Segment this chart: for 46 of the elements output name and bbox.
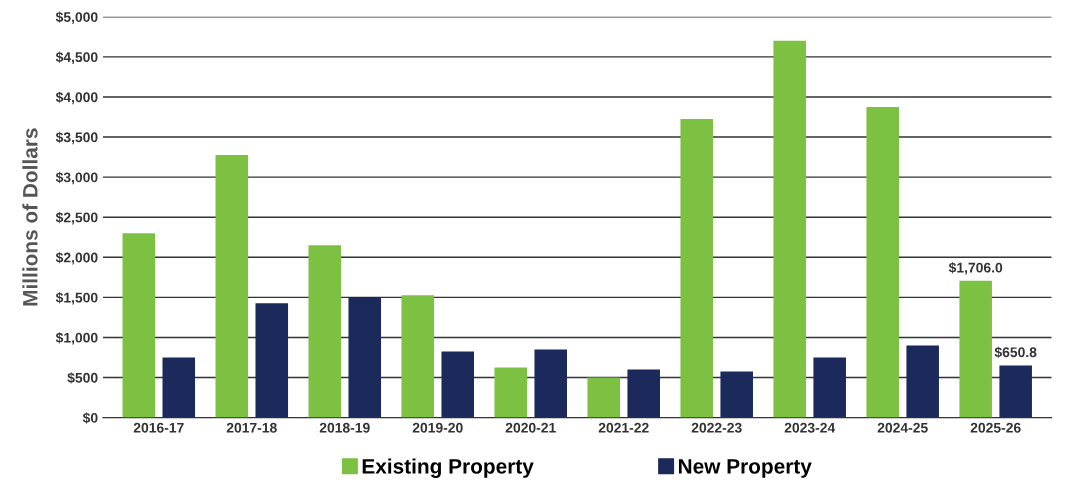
y-tick-label: $1,000	[55, 332, 98, 345]
bar	[813, 357, 846, 418]
y-tick-label: $1,500	[55, 292, 98, 305]
y-tick-label: $3,500	[55, 131, 98, 145]
legend-label: Existing Property	[362, 458, 534, 478]
y-tick-label: $4,500	[55, 51, 98, 65]
bar	[587, 377, 621, 418]
bar	[999, 365, 1032, 418]
x-tick-label: 2019-20	[412, 422, 463, 433]
y-tick-label: $0	[82, 412, 98, 424]
bar	[534, 349, 567, 418]
y-tick-label: $500	[67, 372, 98, 384]
x-tick-label: 2017-18	[226, 422, 277, 433]
legend-label: New Property	[678, 459, 812, 478]
y-tick-label: $2,000	[55, 252, 98, 265]
x-tick-label: 2018-19	[319, 422, 370, 433]
bar	[906, 345, 939, 418]
y-tick-label: $3,000	[55, 171, 98, 185]
y-tick-label: $4,000	[55, 91, 98, 105]
bar	[122, 233, 156, 418]
bar	[959, 280, 992, 418]
bar	[680, 119, 713, 418]
bar	[773, 40, 806, 418]
x-tick-label: 2021-22	[598, 422, 649, 433]
bar	[215, 155, 249, 418]
bar	[255, 303, 289, 418]
x-tick-label: 2022-23	[691, 422, 742, 433]
bar	[162, 357, 196, 418]
bar	[308, 245, 342, 418]
bar	[866, 106, 899, 418]
bar	[401, 295, 435, 418]
y-tick-label: $2,500	[55, 211, 98, 225]
bar	[720, 371, 753, 418]
bar	[348, 297, 382, 418]
data-label: $1,706.0	[948, 262, 1003, 275]
x-tick-label: 2024-25	[877, 422, 928, 433]
bar	[494, 367, 528, 418]
x-tick-label: 2023-24	[784, 422, 836, 433]
bar	[627, 369, 660, 418]
x-tick-label: 2020-21	[505, 422, 556, 433]
bar	[441, 351, 475, 418]
x-tick-label: 2016-17	[133, 422, 184, 433]
data-label: $650.8	[994, 346, 1037, 359]
y-tick-label: $5,000	[55, 11, 98, 24]
y-axis-title: Millions of Dollars	[22, 128, 38, 306]
x-tick-label: 2025-26	[970, 422, 1021, 433]
